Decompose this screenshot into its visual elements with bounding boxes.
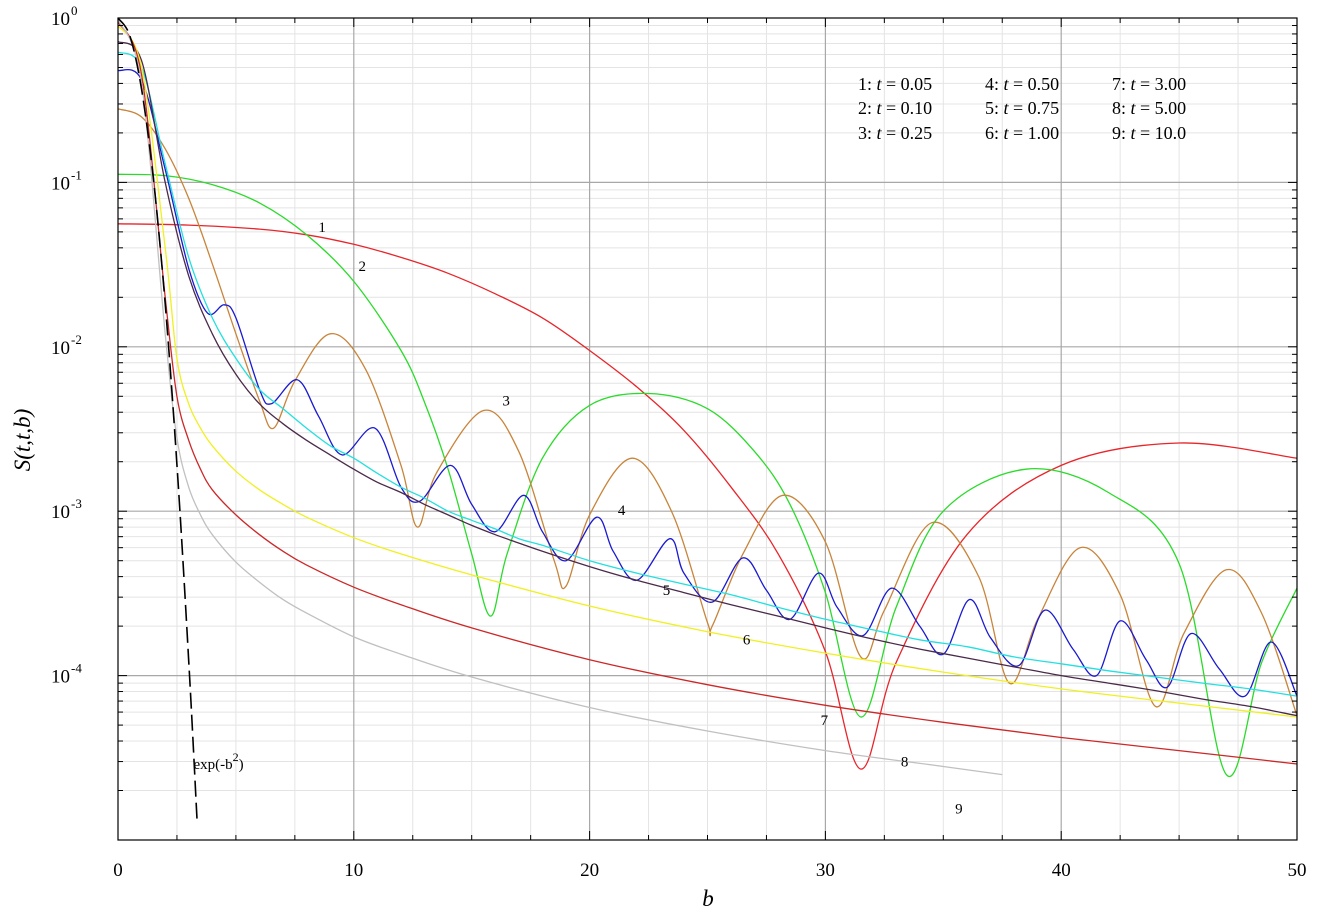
legend-entry: 5: t = 0.75 — [985, 98, 1059, 118]
legend-value: = 5.00 — [1136, 98, 1187, 118]
curve-label: 6 — [743, 632, 751, 648]
legend-index: 9: — [1112, 123, 1131, 143]
curve-label: 3 — [502, 393, 510, 409]
legend-entry: 1: t = 0.05 — [858, 74, 932, 94]
legend-index: 2: — [858, 98, 877, 118]
curve-label-text: exp(-b — [193, 757, 232, 773]
curve-label: 2 — [359, 259, 367, 275]
legend-var: t — [1131, 123, 1137, 143]
series-4-line — [117, 68, 1298, 698]
legend-var: t — [1004, 74, 1010, 94]
series-8-line — [117, 21, 1298, 765]
legend-entry: 4: t = 0.50 — [985, 74, 1059, 94]
legend-value: = 10.0 — [1136, 123, 1187, 143]
legend-value: = 0.25 — [882, 123, 933, 143]
legend-entry: 9: t = 10.0 — [1112, 123, 1186, 143]
legend-var: t — [1004, 98, 1010, 118]
legend-var: t — [877, 98, 883, 118]
legend-var: t — [877, 74, 883, 94]
legend-entry: 3: t = 0.25 — [858, 123, 932, 143]
legend-entry: 2: t = 0.10 — [858, 98, 932, 118]
x-tick-label: 40 — [1052, 860, 1071, 881]
legend-index: 7: — [1112, 74, 1131, 94]
y-tick-exponent: -1 — [71, 167, 82, 182]
curve-label-tail: ) — [239, 757, 244, 773]
legend-value: = 0.10 — [882, 98, 933, 118]
y-tick-exponent: -4 — [71, 661, 82, 676]
series-2-line — [117, 173, 1298, 778]
legend-value: = 0.50 — [1009, 74, 1060, 94]
x-tick-label: 0 — [113, 860, 123, 881]
legend-value: = 0.05 — [882, 74, 933, 94]
legend-index: 6: — [985, 123, 1004, 143]
curve-label: 9 — [955, 801, 963, 817]
curve-label: 5 — [663, 583, 671, 599]
series-exp(-b2)-line — [117, 17, 198, 820]
y-tick-label: 10 — [51, 173, 70, 194]
series-layer — [117, 17, 1298, 820]
curve-label: 1 — [318, 220, 326, 236]
curve-label-sup: 2 — [233, 750, 239, 764]
curve-label: 7 — [821, 713, 829, 729]
series-1-line — [117, 223, 1298, 770]
legend-index: 5: — [985, 98, 1004, 118]
series-5-line — [117, 51, 1298, 697]
x-tick-label: 10 — [344, 860, 363, 881]
curve-label: 4 — [618, 503, 626, 519]
x-tick-label: 50 — [1288, 860, 1307, 881]
y-tick-label: 10 — [51, 9, 70, 30]
legend-var: t — [1004, 123, 1010, 143]
legend-entry: 8: t = 5.00 — [1112, 98, 1186, 118]
x-tick-label: 30 — [816, 860, 835, 881]
legend-index: 4: — [985, 74, 1004, 94]
legend-value: = 3.00 — [1136, 74, 1187, 94]
x-axis-label: b — [702, 886, 714, 911]
legend-var: t — [877, 123, 883, 143]
legend-index: 1: — [858, 74, 877, 94]
y-tick-exponent: -3 — [71, 496, 82, 511]
axis-ticks — [117, 18, 1298, 841]
y-tick-exponent: -2 — [71, 332, 82, 347]
y-axis-label: S(t,t,b) — [10, 409, 35, 472]
series-9-line — [117, 19, 1003, 776]
y-tick-exponent: 0 — [71, 3, 78, 18]
legend: 1: t = 0.052: t = 0.103: t = 0.254: t = … — [858, 74, 1186, 143]
legend-entry: 6: t = 1.00 — [985, 123, 1059, 143]
curve-label: 8 — [901, 754, 909, 770]
y-tick-label: 10 — [51, 502, 70, 523]
x-tick-label: 20 — [580, 860, 599, 881]
y-tick-label: 10 — [51, 338, 70, 359]
legend-var: t — [1131, 98, 1137, 118]
legend-entry: 7: t = 3.00 — [1112, 74, 1186, 94]
legend-index: 8: — [1112, 98, 1131, 118]
series-7-line — [117, 25, 1298, 718]
y-tick-label: 10 — [51, 667, 70, 688]
series-3-line — [117, 108, 1298, 716]
curve-label: exp(-b2) — [193, 750, 243, 773]
legend-value: = 1.00 — [1009, 123, 1060, 143]
series-6-line — [117, 40, 1298, 717]
legend-var: t — [1131, 74, 1137, 94]
legend-value: = 0.75 — [1009, 98, 1060, 118]
legend-index: 3: — [858, 123, 877, 143]
